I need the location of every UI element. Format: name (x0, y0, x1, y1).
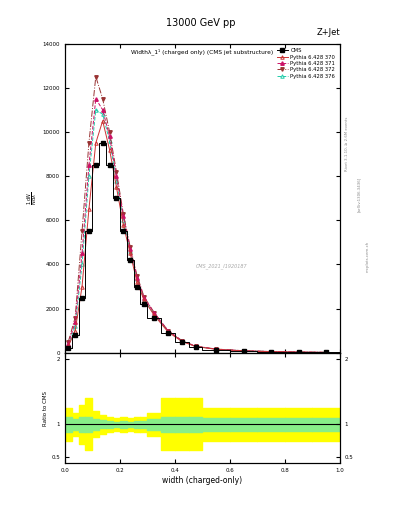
Text: [arXiv:1306.3436]: [arXiv:1306.3436] (357, 177, 361, 212)
Text: Rivet 3.1.10, ≥ 2.6M events: Rivet 3.1.10, ≥ 2.6M events (345, 116, 349, 170)
Text: mcplots.cern.ch: mcplots.cern.ch (365, 240, 369, 272)
Y-axis label: $\frac{1}{\mathrm{N}}\frac{\mathrm{d}N}{\mathrm{d}\lambda}$: $\frac{1}{\mathrm{N}}\frac{\mathrm{d}N}{… (26, 191, 40, 205)
Text: 13000 GeV pp: 13000 GeV pp (166, 18, 235, 28)
X-axis label: width (charged-only): width (charged-only) (162, 476, 242, 485)
Y-axis label: Ratio to CMS: Ratio to CMS (44, 391, 48, 425)
Text: Widthλ_1¹ (charged only) (CMS jet substructure): Widthλ_1¹ (charged only) (CMS jet substr… (131, 48, 274, 55)
Text: CMS_2021_I1920187: CMS_2021_I1920187 (196, 263, 248, 269)
Text: Z+Jet: Z+Jet (316, 28, 340, 37)
Legend: CMS, Pythia 6.428 370, Pythia 6.428 371, Pythia 6.428 372, Pythia 6.428 376: CMS, Pythia 6.428 370, Pythia 6.428 371,… (274, 46, 337, 81)
